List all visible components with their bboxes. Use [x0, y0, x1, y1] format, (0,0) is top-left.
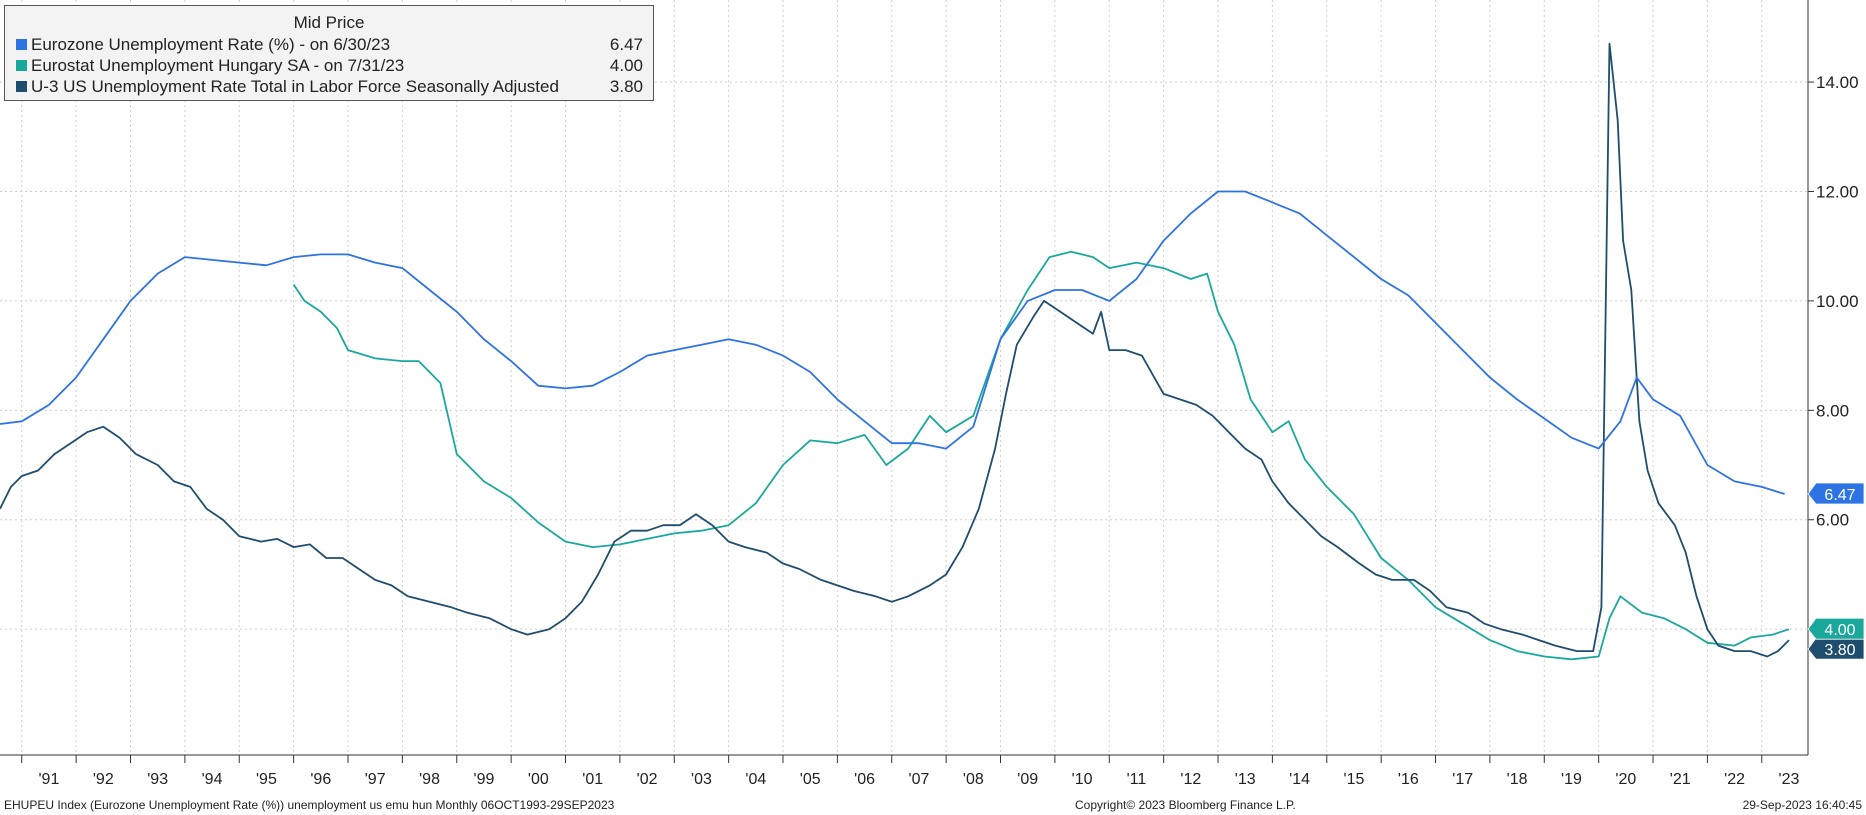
x-tick-label: '13 [1235, 771, 1256, 788]
x-tick-label: '06 [854, 771, 875, 788]
x-tick-label: '93 [147, 771, 168, 788]
end-label-us: 3.80 [1807, 637, 1865, 660]
x-tick-label: '92 [93, 771, 114, 788]
legend-value-eurozone: 6.47 [609, 35, 643, 54]
x-tick-label: '09 [1017, 771, 1038, 788]
x-tick-label: '03 [691, 771, 712, 788]
legend-swatch-us [16, 81, 27, 92]
legend-label-hungary: Eurostat Unemployment Hungary SA - on 7/… [31, 56, 405, 75]
legend-value-hungary: 4.00 [609, 56, 643, 75]
end-label-hungary-tag [1807, 617, 1865, 640]
legend-label-us: U-3 US Unemployment Rate Total in Labor … [31, 77, 559, 96]
end-label-eurozone-text: 6.47 [1824, 487, 1855, 504]
x-tick-label: '23 [1779, 771, 1800, 788]
x-tick-label: '12 [1180, 771, 1201, 788]
end-label-us-text: 3.80 [1824, 642, 1855, 659]
x-tick-label: '95 [256, 771, 277, 788]
footer-source: EHUPEU Index (Eurozone Unemployment Rate… [4, 798, 615, 812]
series-hungary-line [292, 250, 1790, 661]
legend-swatch-hungary [16, 60, 27, 71]
legend-title: Mid Price [293, 13, 365, 32]
y-tick-label: 8.00 [1816, 401, 1849, 420]
series-us-line [0, 42, 1790, 658]
x-tick-label: '04 [745, 771, 766, 788]
legend: Mid Price Eurozone Unemployment Rate (%)… [4, 5, 654, 101]
x-tick-label: '08 [963, 771, 984, 788]
y-tick-label: 14.00 [1816, 73, 1859, 92]
x-tick-label: '21 [1670, 771, 1691, 788]
legend-entry-eurozone: Eurozone Unemployment Rate (%) - on 6/30… [5, 34, 653, 55]
y-tick-label: 12.00 [1816, 182, 1859, 201]
axes: '91 '92 '93 '94 '95 '96 '97 '98 '99 '00 '01 '02 '03 '… [0, 0, 1859, 788]
x-tick-label: '17 [1452, 771, 1473, 788]
x-tick-label: '16 [1398, 771, 1419, 788]
x-tick-label: '07 [909, 771, 930, 788]
x-tick-label: '97 [365, 771, 386, 788]
legend-swatch-eurozone [16, 39, 27, 50]
x-tick-label: '94 [202, 771, 223, 788]
x-tick-label: '01 [582, 771, 603, 788]
footer-copyright: Copyright© 2023 Bloomberg Finance L.P. [1075, 798, 1296, 812]
y-tick-label: 6.00 [1816, 511, 1849, 530]
series-eurozone-line [0, 190, 1785, 495]
footer-timestamp: 29-Sep-2023 16:40:45 [1742, 798, 1862, 812]
legend-entry-us: U-3 US Unemployment Rate Total in Labor … [5, 76, 653, 97]
x-tick-label: '98 [419, 771, 440, 788]
x-tick-label: '18 [1507, 771, 1528, 788]
x-tick-label: '11 [1127, 771, 1147, 788]
end-label-hungary: 4.00 [1807, 617, 1865, 640]
x-tick-label: '00 [528, 771, 549, 788]
grid-lines [0, 0, 1808, 755]
x-tick-label: '96 [310, 771, 331, 788]
end-label-us-tag [1807, 637, 1865, 660]
y-tick-label: 10.00 [1816, 292, 1859, 311]
series-layer [0, 42, 1790, 661]
x-tick-label: '99 [474, 771, 495, 788]
x-tick-label: '10 [1072, 771, 1093, 788]
end-labels: 3.80 4.00 6.47 [1807, 482, 1865, 660]
x-tick-label: '02 [637, 771, 658, 788]
x-tick-label: '91 [39, 771, 60, 788]
end-label-hungary-text: 4.00 [1824, 622, 1855, 639]
legend-value-us: 3.80 [609, 77, 643, 96]
x-tick-label: '22 [1724, 771, 1745, 788]
x-tick-label: '05 [800, 771, 821, 788]
x-tick-label: '15 [1344, 771, 1365, 788]
legend-entry-hungary: Eurostat Unemployment Hungary SA - on 7/… [5, 55, 653, 76]
x-tick-label: '19 [1561, 771, 1582, 788]
end-label-eurozone: 6.47 [1807, 482, 1865, 505]
legend-label-eurozone: Eurozone Unemployment Rate (%) - on 6/30… [31, 35, 391, 54]
x-tick-label: '14 [1289, 771, 1310, 788]
x-tick-label: '20 [1615, 771, 1636, 788]
end-label-eurozone-tag [1807, 482, 1865, 505]
